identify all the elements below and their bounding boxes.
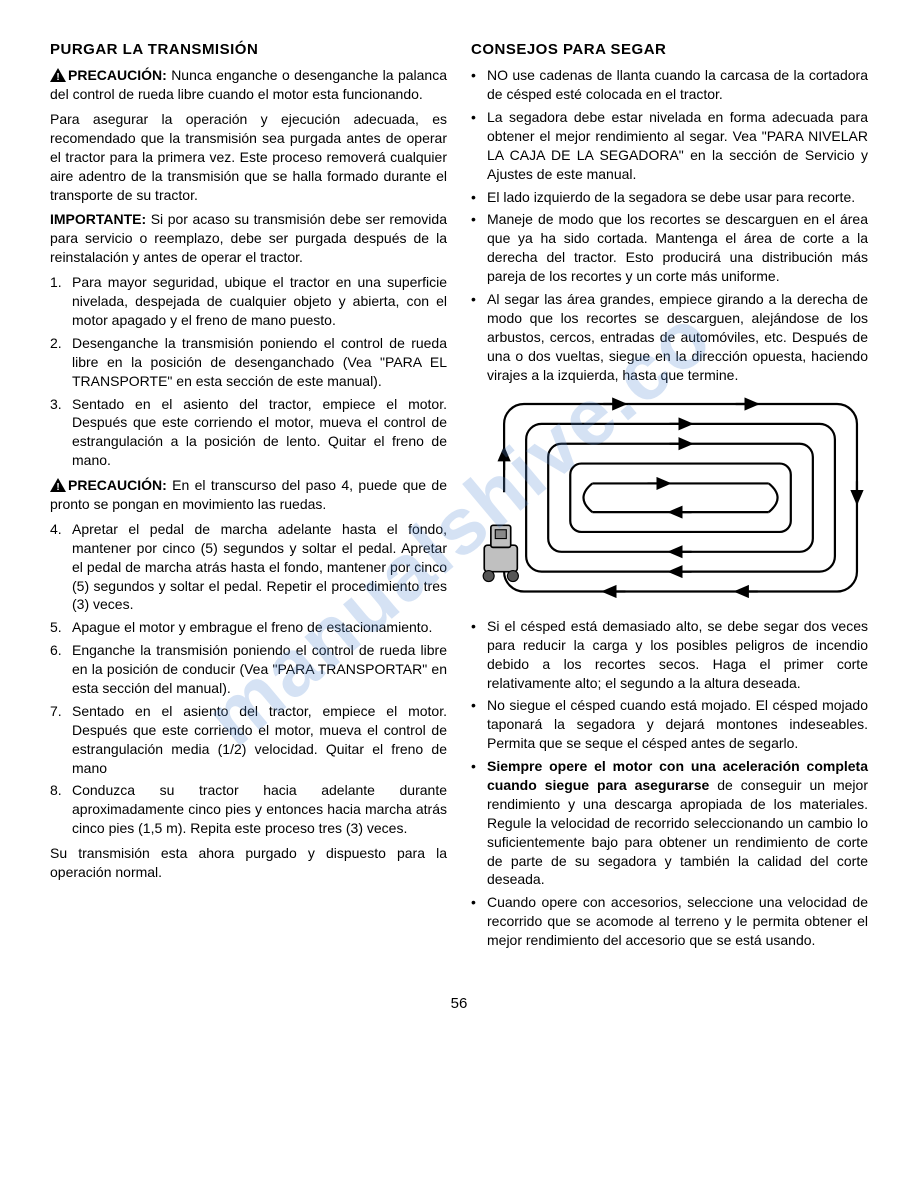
right-heading: CONSEJOS PARA SEGAR (471, 40, 868, 60)
right-column: CONSEJOS PARA SEGAR •NO use cadenas de l… (471, 40, 868, 954)
list-item: 1.Para mayor seguridad, ubique el tracto… (50, 273, 447, 330)
list-item: •Al segar las área grandes, empiece gira… (471, 290, 868, 384)
caution-2: ! PRECAUCIÓN: En el transcurso del paso … (50, 476, 447, 514)
ordered-list-1: 1.Para mayor seguridad, ubique el tracto… (50, 273, 447, 470)
closing-para: Su transmisión esta ahora purgado y disp… (50, 844, 447, 882)
svg-text:!: ! (56, 72, 59, 82)
list-item: •El lado izquierdo de la segadora se deb… (471, 188, 868, 207)
svg-text:!: ! (56, 482, 59, 492)
list-item: •Maneje de modo que los recortes se desc… (471, 210, 868, 286)
important-para: IMPORTANTE: Si por acaso su transmisión … (50, 210, 447, 267)
list-item: •Siempre opere el motor con una acelerac… (471, 757, 868, 889)
list-item: 6.Enganche la transmisión poniendo el co… (50, 641, 447, 698)
para1: Para asegurar la operación y ejecución a… (50, 110, 447, 204)
important-label: IMPORTANTE: (50, 211, 146, 227)
mowing-pattern-diagram (471, 393, 868, 607)
list-item: •NO use cadenas de llanta cuando la carc… (471, 66, 868, 104)
content-columns: PURGAR LA TRANSMISIÓN ! PRECAUCIÓN: Nunc… (50, 40, 868, 954)
list-item: •La segadora debe estar nivelada en form… (471, 108, 868, 184)
list-item: 8.Conduzca su tractor hacia adelante dur… (50, 781, 447, 838)
caution-1: ! PRECAUCIÓN: Nunca enganche o desenganc… (50, 66, 447, 104)
list-item: 7.Sentado en el asiento del tractor, emp… (50, 702, 447, 778)
ordered-list-2: 4.Apretar el pedal de marcha adelante ha… (50, 520, 447, 838)
bullet-list-bottom: •Si el césped está demasiado alto, se de… (471, 617, 868, 950)
left-column: PURGAR LA TRANSMISIÓN ! PRECAUCIÓN: Nunc… (50, 40, 447, 954)
warning-icon: ! (50, 478, 66, 492)
list-item: 3.Sentado en el asiento del tractor, emp… (50, 395, 447, 471)
list-item: •Cuando opere con accesorios, seleccione… (471, 893, 868, 950)
list-item: 2.Desenganche la transmisión poniendo el… (50, 334, 447, 391)
warning-icon: ! (50, 68, 66, 82)
list-item: 5.Apague el motor y embrague el freno de… (50, 618, 447, 637)
left-heading: PURGAR LA TRANSMISIÓN (50, 40, 447, 60)
list-item: •No siegue el césped cuando está mojado.… (471, 696, 868, 753)
bullet-list-top: •NO use cadenas de llanta cuando la carc… (471, 66, 868, 384)
list-item: 4.Apretar el pedal de marcha adelante ha… (50, 520, 447, 614)
caution2-label: PRECAUCIÓN: (68, 477, 167, 493)
caution1-label: PRECAUCIÓN: (68, 67, 167, 83)
list-item: •Si el césped está demasiado alto, se de… (471, 617, 868, 693)
page-number: 56 (50, 994, 868, 1014)
